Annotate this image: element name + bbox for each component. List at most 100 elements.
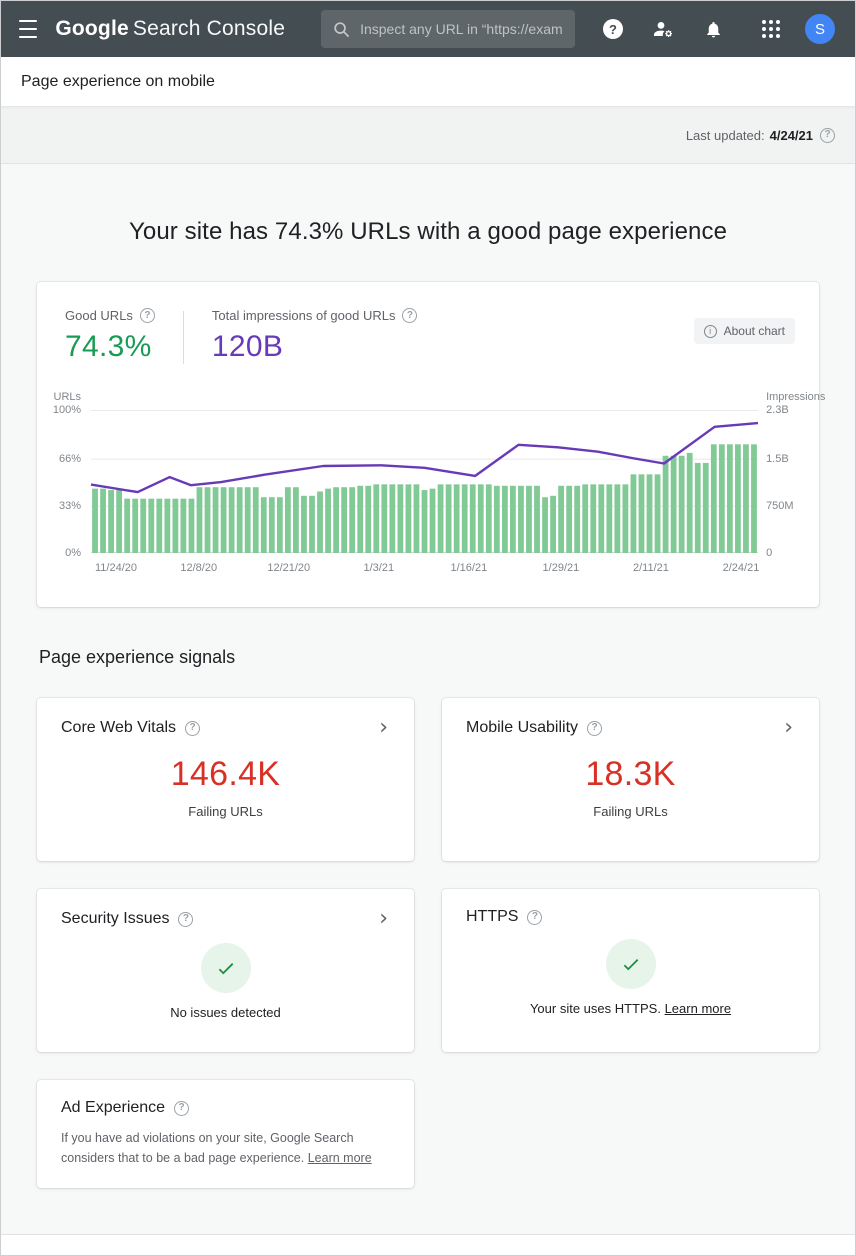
- impressions-line: [90, 421, 759, 494]
- bar: [590, 484, 597, 553]
- good-urls-label: Good URLs: [65, 308, 133, 323]
- https-learn-more-link[interactable]: Learn more: [664, 1001, 732, 1016]
- bar: [662, 455, 669, 553]
- info-icon: i: [703, 324, 717, 338]
- bar: [534, 485, 540, 553]
- experience-chart-plot[interactable]: [90, 410, 759, 553]
- bar: [132, 498, 139, 553]
- mobile-usability-help-icon[interactable]: ?: [587, 720, 603, 736]
- account-avatar[interactable]: S: [805, 14, 835, 44]
- x-axis-tick: 1/29/21: [542, 562, 580, 574]
- page-experience-chart-card: Good URLs ? 74.3% Total impressions of g…: [37, 282, 825, 607]
- good-urls-metric: Good URLs ? 74.3%: [65, 308, 155, 364]
- bar: [719, 444, 725, 553]
- bar: [252, 487, 259, 553]
- bar: [309, 495, 315, 553]
- bar: [630, 474, 637, 553]
- security-issues-card[interactable]: Security Issues ? › No issues detected: [37, 889, 414, 1052]
- url-inspect-input[interactable]: [360, 21, 563, 37]
- core-web-vitals-title: Core Web Vitals: [61, 719, 177, 736]
- bar: [670, 455, 677, 553]
- core-web-vitals-help-icon[interactable]: ?: [185, 720, 201, 736]
- menu-icon[interactable]: [19, 20, 38, 38]
- bar: [485, 484, 492, 553]
- x-axis-tick: 2/11/21: [632, 562, 669, 574]
- impressions-help-icon[interactable]: ?: [402, 308, 418, 323]
- bar: [325, 488, 332, 553]
- experience-chart: URLs 100% 66% 33% 0% Impressions 2.3B 1.5B 75…: [37, 391, 825, 559]
- bar: [614, 484, 621, 553]
- bar: [293, 487, 299, 553]
- logo-product: Search Console: [132, 17, 286, 40]
- bar: [606, 484, 613, 553]
- x-axis-tick: 1/3/21: [363, 562, 395, 574]
- bar: [493, 485, 500, 553]
- bar: [727, 444, 733, 553]
- right-axis-title: Impressions: [766, 391, 826, 403]
- about-chart-button[interactable]: i About chart: [693, 318, 795, 344]
- bar: [405, 484, 412, 553]
- core-web-vitals-chevron-icon[interactable]: ›: [379, 715, 388, 740]
- bar: [212, 487, 219, 553]
- bar: [381, 484, 388, 553]
- bar: [148, 498, 155, 553]
- bar: [678, 455, 685, 553]
- bar: [268, 497, 275, 553]
- bar: [686, 452, 693, 553]
- bar: [180, 498, 187, 553]
- ad-experience-body: If you have ad violations on your site, …: [61, 1131, 372, 1165]
- bar: [92, 488, 98, 553]
- last-updated-help-icon[interactable]: ?: [820, 127, 835, 143]
- impressions-value: 120B: [211, 330, 284, 363]
- bar: [236, 487, 243, 553]
- breadcrumb: Page experience on mobile: [21, 72, 215, 90]
- google-apps-icon[interactable]: [759, 17, 783, 41]
- last-updated-date: 4/24/21: [769, 127, 813, 143]
- bar: [710, 444, 717, 553]
- x-axis-tick: 12/21/20: [267, 562, 311, 574]
- help-icon[interactable]: ?: [601, 17, 625, 41]
- core-web-vitals-card[interactable]: Core Web Vitals ? › 146.4K Failing URLs: [37, 698, 414, 861]
- bar: [260, 497, 267, 553]
- bar: [542, 497, 549, 553]
- bar: [228, 487, 235, 553]
- notifications-bell-icon[interactable]: [701, 17, 725, 41]
- bar: [188, 498, 195, 553]
- metric-divider: [182, 311, 184, 364]
- bar: [349, 487, 356, 553]
- good-urls-help-icon[interactable]: ?: [139, 308, 155, 323]
- bar: [277, 497, 283, 553]
- left-axis: URLs 100% 66% 33% 0%: [37, 391, 91, 559]
- bar: [574, 485, 581, 553]
- search-icon: [334, 21, 350, 37]
- bar: [751, 444, 757, 553]
- security-issues-chevron-icon[interactable]: ›: [379, 906, 388, 931]
- security-issues-title: Security Issues: [61, 910, 170, 927]
- url-inspect-searchbox[interactable]: [321, 10, 575, 48]
- right-axis-tick: 1.5B: [766, 452, 789, 465]
- ad-experience-help-icon[interactable]: ?: [174, 1100, 190, 1116]
- bar: [582, 484, 589, 553]
- bar: [244, 487, 251, 553]
- last-updated-label: Last updated:: [685, 127, 765, 143]
- left-axis-tick: 33%: [59, 499, 82, 512]
- breadcrumb-bar: Page experience on mobile: [1, 57, 855, 107]
- app-logo[interactable]: Google Search Console: [55, 17, 285, 41]
- https-help-icon[interactable]: ?: [527, 909, 543, 925]
- bar: [172, 498, 179, 553]
- ad-experience-learn-more-link[interactable]: Learn more: [307, 1151, 372, 1165]
- bar: [735, 444, 741, 553]
- mobile-usability-caption: Failing URLs: [593, 804, 668, 819]
- https-status-text: Your site uses HTTPS. Learn more: [529, 1001, 732, 1016]
- bar: [156, 498, 163, 553]
- security-issues-help-icon[interactable]: ?: [178, 911, 194, 927]
- bar: [469, 484, 476, 553]
- bar: [598, 484, 605, 553]
- mobile-usability-card[interactable]: Mobile Usability ? › 18.3K Failing URLs: [442, 698, 819, 861]
- manage-users-icon[interactable]: [651, 17, 675, 41]
- signals-heading: Page experience signals: [39, 647, 236, 667]
- bar: [373, 484, 380, 553]
- bar: [116, 488, 123, 553]
- mobile-usability-chevron-icon[interactable]: ›: [784, 715, 793, 740]
